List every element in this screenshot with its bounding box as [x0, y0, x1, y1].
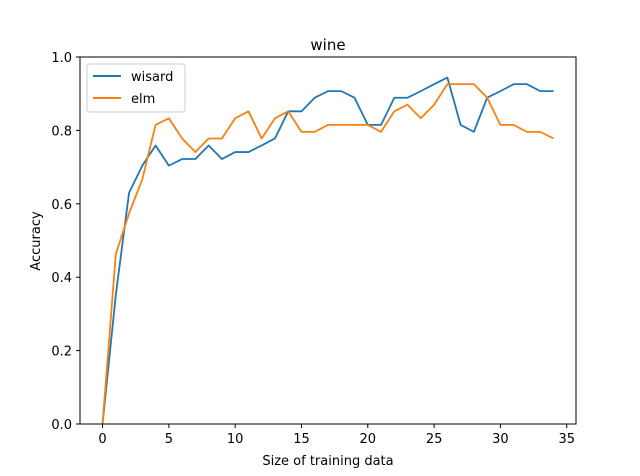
plot-lines: [101, 76, 554, 425]
x-axis-title: Size of training data: [262, 454, 393, 469]
legend-label-wisard: wisard: [131, 70, 173, 85]
series-line-wisard: [101, 76, 554, 425]
series-line-elm: [101, 83, 554, 425]
y-axis-ticks: 0.0 0.2 0.4 0.6 0.8 1.0: [51, 51, 80, 433]
y-tick-label: 0.4: [51, 271, 72, 286]
y-axis-title: Accuracy: [29, 211, 44, 271]
x-tick-label: 0: [98, 432, 106, 447]
chart-title: wine: [310, 36, 345, 54]
legend-label-elm: elm: [131, 92, 155, 107]
x-tick-label: 5: [165, 432, 173, 447]
y-tick-label: 0.6: [51, 198, 72, 213]
x-tick-label: 30: [492, 432, 509, 447]
x-tick-label: 25: [426, 432, 443, 447]
x-tick-label: 15: [293, 432, 310, 447]
axes-frame: [79, 56, 577, 425]
y-tick-label: 0.8: [51, 124, 72, 139]
x-axis-ticks: 0 5 10 15 20 25 30 35: [98, 424, 575, 447]
axes-border: [79, 56, 577, 425]
y-tick-label: 0.2: [51, 345, 72, 360]
x-tick-label: 20: [360, 432, 377, 447]
legend: wisard elm: [86, 63, 186, 113]
y-tick-label: 0.0: [51, 418, 72, 433]
x-tick-label: 35: [558, 432, 575, 447]
y-tick-label: 1.0: [51, 51, 72, 66]
x-tick-label: 10: [227, 432, 244, 447]
